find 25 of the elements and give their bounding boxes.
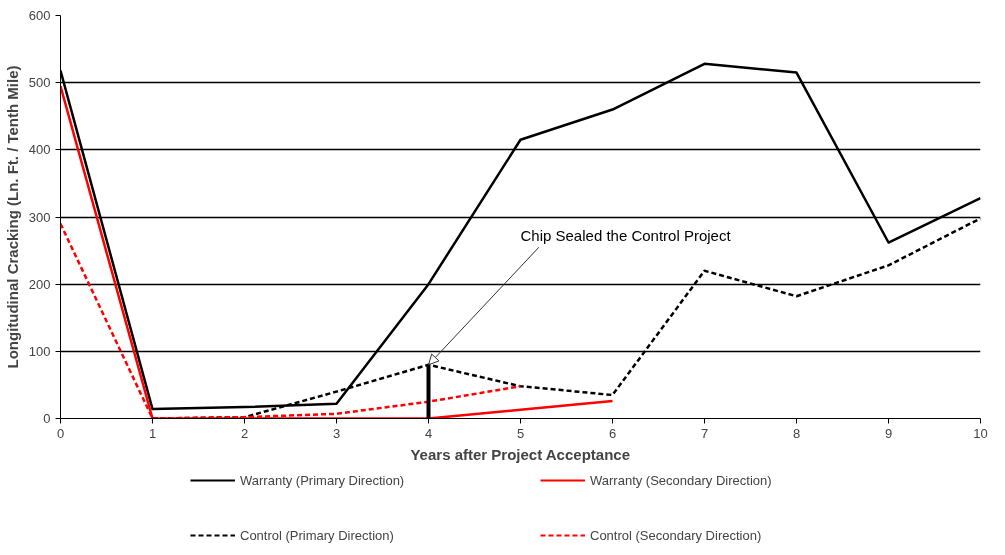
- y-tick-label: 500: [28, 75, 51, 91]
- x-axis-title: Years after Project Acceptance: [410, 445, 631, 463]
- x-tick-label: 7: [700, 425, 709, 441]
- y-tick-label: 200: [28, 276, 51, 292]
- x-tick-label: 6: [608, 425, 617, 441]
- y-tick-label: 0: [43, 411, 51, 426]
- x-tick-label: 1: [148, 425, 157, 441]
- legend-label: Control (Primary Direction): [240, 527, 395, 543]
- y-axis-title: Longitudinal Cracking (Ln. Ft. / Tenth Mile): [3, 65, 21, 369]
- legend-label: Warranty (Secondary Direction): [590, 472, 773, 488]
- x-tick-label: 2: [240, 425, 249, 441]
- x-tick-label: 0: [56, 425, 65, 441]
- legend-label: Warranty (Primary Direction): [240, 472, 406, 488]
- y-tick-label: 300: [28, 209, 51, 225]
- x-tick-label: 5: [516, 425, 525, 441]
- y-tick-label: 600: [28, 8, 51, 23]
- x-tick-label: 8: [792, 425, 801, 441]
- x-tick-label: 9: [884, 425, 893, 441]
- y-tick-label: 400: [28, 142, 51, 158]
- x-tick-label: 3: [332, 425, 341, 441]
- legend-label: Control (Secondary Direction): [590, 527, 763, 543]
- y-tick-label: 100: [28, 343, 51, 359]
- x-tick-label: 10: [973, 425, 988, 441]
- x-tick-label: 4: [424, 425, 433, 441]
- annotation: Chip Sealed the Control Project: [520, 226, 732, 244]
